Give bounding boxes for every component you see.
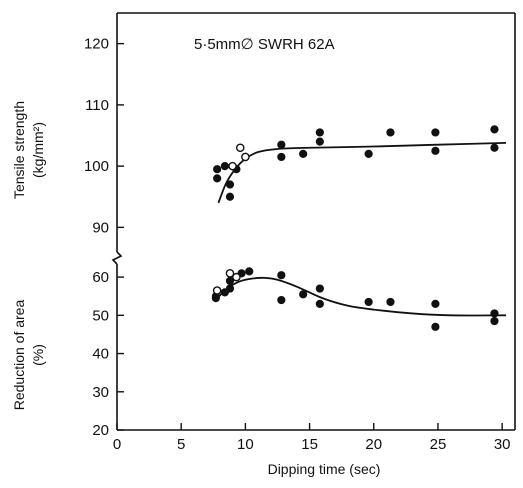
y-tick-label: 90 [92, 219, 109, 236]
y-tick-label: 60 [92, 269, 109, 286]
data-point-open [228, 161, 237, 171]
y-tick-label: 40 [92, 346, 109, 363]
data-point-filled [490, 125, 499, 134]
data-point-filled [277, 271, 286, 280]
data-point-filled [245, 267, 254, 276]
data-point-filled [277, 295, 286, 305]
data-point-filled [299, 290, 308, 299]
x-tick-label: 15 [301, 436, 318, 453]
y-tick-label: 20 [92, 422, 109, 439]
data-point-filled [220, 162, 229, 171]
data-point-filled [277, 152, 286, 162]
data-point-filled [490, 309, 499, 318]
data-point-filled [225, 284, 235, 293]
data-point-open [225, 268, 235, 278]
data-point-open [232, 272, 241, 282]
data-point-filled [386, 297, 395, 307]
data-point-filled [490, 316, 499, 326]
data-point-filled [364, 149, 373, 158]
y-axis-label-bottom-line2: (%) [30, 344, 46, 366]
data-point-filled [431, 146, 440, 155]
data-points [211, 125, 499, 331]
data-point-filled [213, 174, 222, 183]
data-point-filled [431, 299, 440, 308]
x-tick-label: 0 [113, 436, 121, 453]
tensile-fit-curve [217, 141, 507, 204]
y-tick-label: 120 [84, 36, 109, 53]
axis-break-mark [111, 251, 123, 265]
plot-frame [111, 12, 516, 431]
axis-labels: 5·5mm∅ SWRH 62A Dipping time (sec) Tensi… [11, 36, 380, 477]
y-axis-label-top-line2: (kg/mm²) [30, 122, 46, 178]
x-tick-label: 20 [365, 436, 382, 453]
data-point-filled [431, 322, 440, 331]
y-axis-label-top-line1: Tensile strength [11, 101, 27, 199]
data-point-filled [277, 140, 286, 149]
data-point-open [212, 286, 222, 295]
data-point-filled [490, 143, 499, 152]
data-point-filled [299, 149, 308, 158]
fit-curves [215, 141, 507, 317]
x-tick-label: 10 [237, 436, 254, 453]
x-tick-label: 25 [430, 436, 447, 453]
y-tick-label: 50 [92, 307, 109, 324]
reduction-fit-curve [215, 276, 507, 317]
x-tick-label: 30 [494, 436, 511, 453]
data-point-filled [213, 165, 222, 174]
y-tick-label: 100 [84, 158, 109, 175]
x-axis-label: Dipping time (sec) [268, 461, 381, 477]
data-point-filled [364, 297, 373, 307]
data-point-filled [315, 137, 324, 146]
data-point-filled [315, 128, 324, 137]
data-point-filled [225, 192, 235, 201]
data-point-filled [431, 128, 440, 137]
data-point-filled [386, 128, 395, 137]
data-point-open [241, 152, 250, 162]
data-point-filled [315, 299, 324, 308]
y-tick-label: 110 [85, 97, 109, 114]
data-point-filled [315, 284, 324, 293]
y-axis-label-bottom-line1: Reduction of area [11, 300, 27, 411]
data-point-open [235, 143, 245, 153]
x-tick-label: 5 [177, 436, 185, 453]
chart-annotation: 5·5mm∅ SWRH 62A [194, 36, 335, 53]
y-tick-label: 30 [92, 384, 109, 401]
data-point-filled [225, 180, 235, 189]
axis-ticks: 0 5 10 15 20 25 30 90 100 110 120 20 30 40 50 60 [84, 36, 511, 453]
